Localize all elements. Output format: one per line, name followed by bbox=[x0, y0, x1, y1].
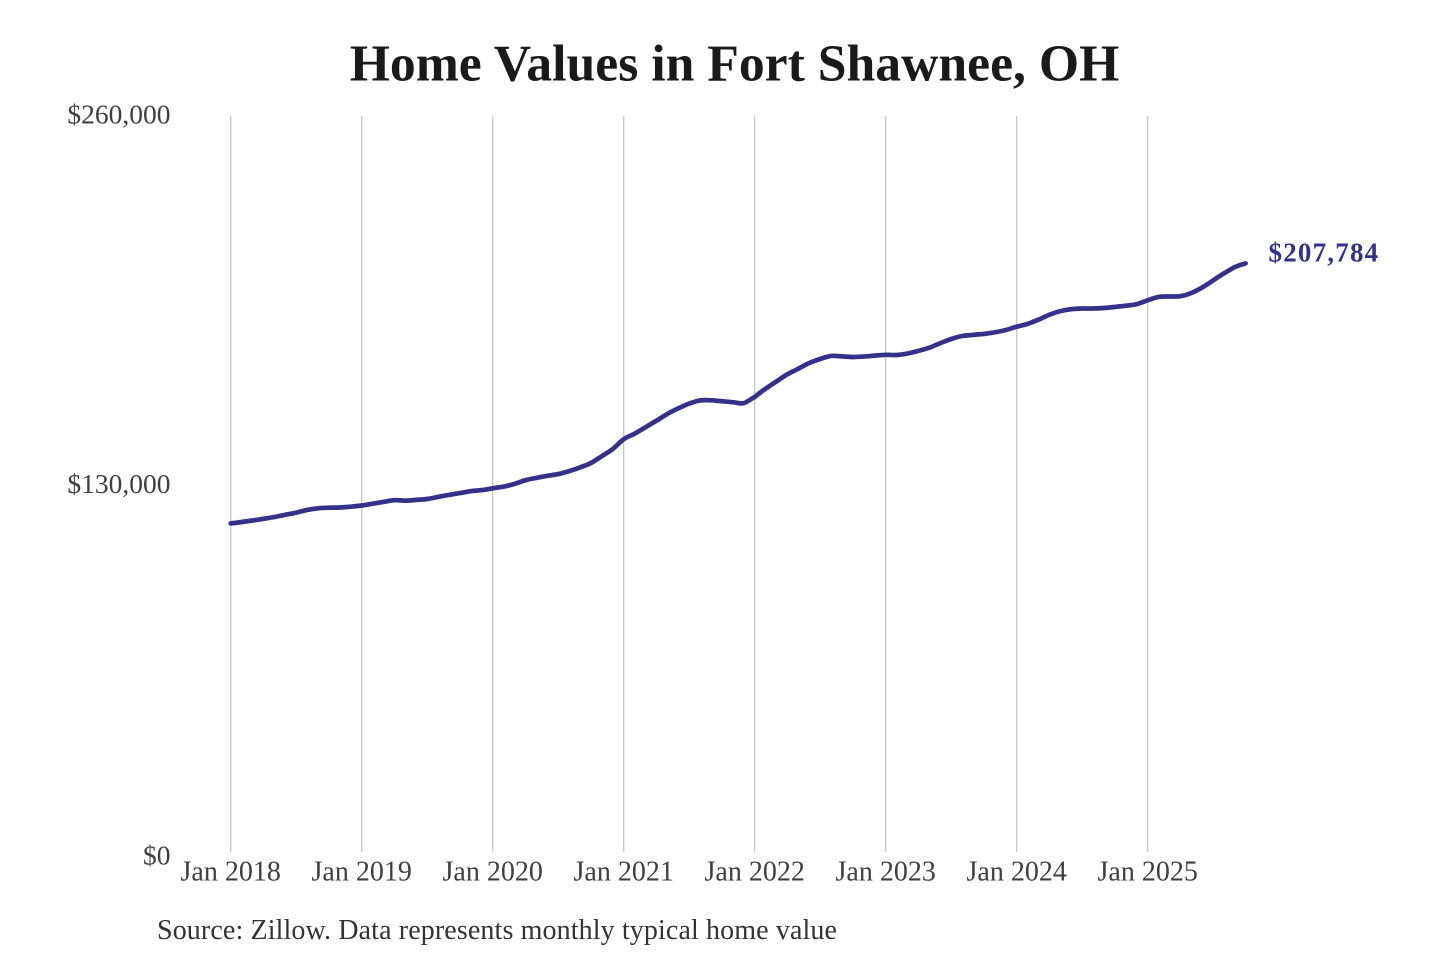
svg-text:Jan 2018: Jan 2018 bbox=[181, 857, 281, 888]
svg-text:Home Values in Fort Shawnee, O: Home Values in Fort Shawnee, OH bbox=[350, 36, 1120, 93]
svg-text:$130,000: $130,000 bbox=[67, 468, 170, 499]
svg-text:Source: Zillow. Data represent: Source: Zillow. Data represents monthly … bbox=[157, 915, 837, 946]
svg-text:Jan 2024: Jan 2024 bbox=[967, 857, 1067, 888]
svg-text:Jan 2023: Jan 2023 bbox=[836, 857, 936, 888]
svg-text:Jan 2022: Jan 2022 bbox=[705, 857, 805, 888]
svg-text:$0: $0 bbox=[143, 839, 171, 870]
svg-text:$207,784: $207,784 bbox=[1269, 237, 1380, 267]
svg-text:Jan 2019: Jan 2019 bbox=[312, 857, 412, 888]
svg-text:Jan 2021: Jan 2021 bbox=[574, 857, 674, 888]
svg-text:$260,000: $260,000 bbox=[67, 98, 170, 129]
svg-text:Jan 2025: Jan 2025 bbox=[1098, 857, 1198, 888]
svg-text:Jan 2020: Jan 2020 bbox=[443, 857, 543, 888]
